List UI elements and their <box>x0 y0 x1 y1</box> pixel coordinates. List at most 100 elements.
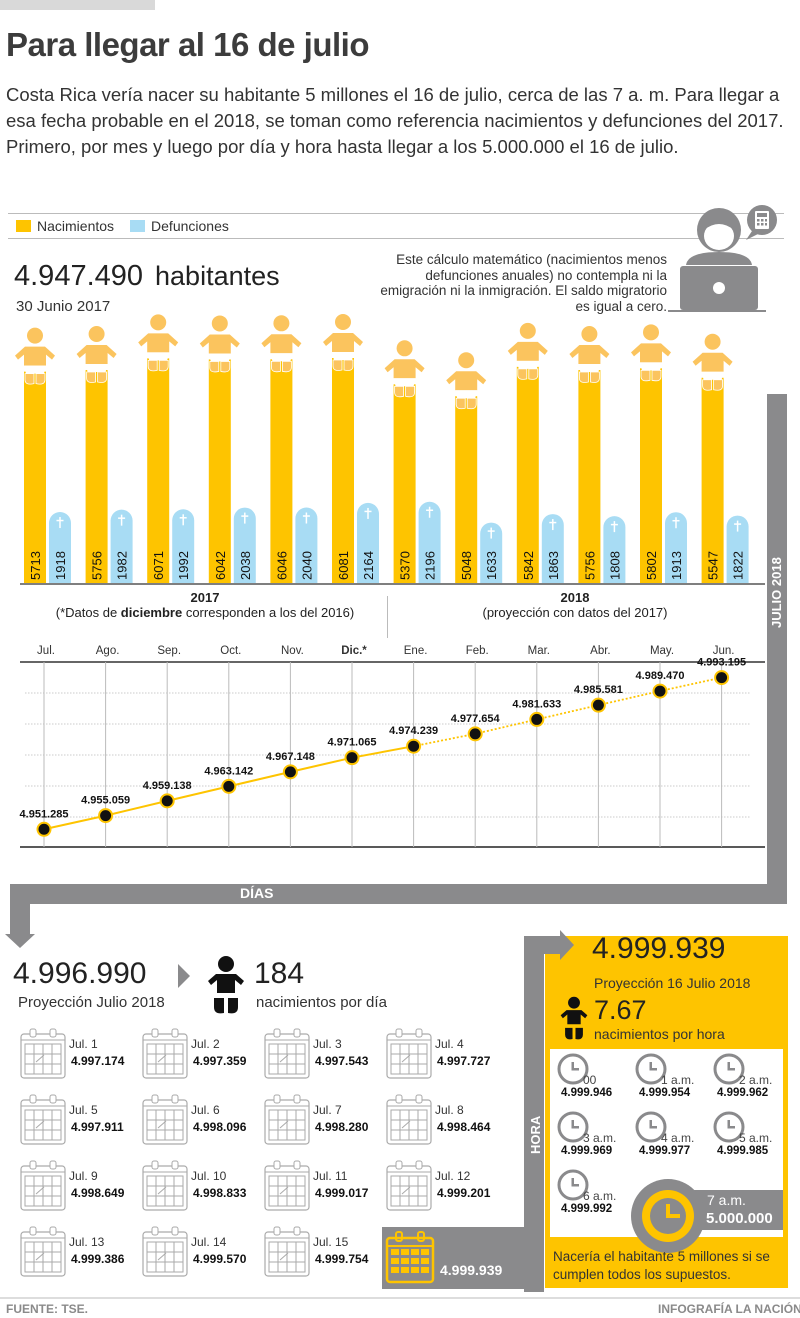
death-bar <box>172 509 195 583</box>
year-divider <box>387 596 388 638</box>
clock-icon <box>635 1111 667 1143</box>
month-tick-label: Feb. <box>466 645 489 657</box>
arrow-right-icon <box>178 964 190 988</box>
clock-icon <box>713 1053 745 1085</box>
day-item: Jul. 15 4.999.754 <box>260 1226 378 1282</box>
month-bar-group: 5713 1918 <box>15 327 71 583</box>
birth-bar <box>516 366 539 583</box>
big-clock-icon <box>631 1179 705 1253</box>
period-2017-note-post: corresponden a los del 2016) <box>182 605 355 620</box>
birth-value-label: 5756 <box>582 551 597 580</box>
month-tick-label: Oct. <box>220 645 241 657</box>
death-bar <box>357 502 379 583</box>
death-bar <box>110 509 133 583</box>
day-item: Jul. 10 4.998.833 <box>138 1160 256 1216</box>
baby-icon <box>569 326 610 383</box>
population-value: 4.947.490 <box>14 260 144 292</box>
birth-value-label: 5802 <box>644 551 659 580</box>
cross-icon <box>610 521 618 533</box>
day-label: Jul. 10 <box>191 1169 227 1183</box>
day-value: 4.999.570 <box>193 1252 247 1266</box>
line-point-label: 4.971.065 <box>328 737 377 749</box>
birth-bar <box>270 359 293 583</box>
baby-icon <box>323 314 363 371</box>
hour-label: 3 a.m. <box>583 1131 617 1145</box>
birth-bar <box>701 377 724 583</box>
clock-icon <box>635 1053 667 1085</box>
death-bar <box>295 507 318 583</box>
death-bar <box>665 512 687 583</box>
hour-value: 4.999.954 <box>639 1087 691 1099</box>
legend-divider-bottom <box>8 238 784 239</box>
death-value-label: 1992 <box>176 551 191 580</box>
hour-label: 2 a.m. <box>739 1073 773 1087</box>
month-tick-label: Sep. <box>157 645 181 657</box>
birth-bar <box>208 359 231 583</box>
day-label: Jul. 9 <box>69 1169 98 1183</box>
birth-bar <box>640 368 662 583</box>
day-item: Jul. 11 4.999.017 <box>260 1160 378 1216</box>
top-accent-bar <box>0 0 155 10</box>
calendar-icon <box>20 1160 66 1211</box>
baby-icon <box>560 996 588 1040</box>
day-item: Jul. 3 4.997.543 <box>260 1028 378 1084</box>
birth-value-label: 5756 <box>90 551 105 580</box>
birth-bar <box>393 384 416 583</box>
arrow-down-icon <box>5 934 35 948</box>
line-point-label: 4.955.059 <box>81 795 130 807</box>
month-bar-group: 5547 1822 <box>692 333 749 583</box>
day-label: Jul. 15 <box>313 1235 349 1249</box>
birth-bar <box>85 370 108 583</box>
line-point <box>221 778 237 794</box>
death-value-label: 1982 <box>115 551 130 580</box>
day-value: 4.998.833 <box>193 1186 247 1200</box>
svg-text:JULIO 2018: JULIO 2018 <box>769 557 784 628</box>
line-point-label: 4.951.285 <box>20 808 69 820</box>
line-segment <box>536 704 599 721</box>
birth-value-label: 6046 <box>274 551 289 580</box>
hour-label: 6 a.m. <box>583 1189 617 1203</box>
day-value: 4.998.649 <box>71 1186 125 1200</box>
month-bar-group: 5370 2196 <box>384 340 441 583</box>
baby-icon <box>208 956 244 1014</box>
day-value: 4.999.017 <box>315 1186 369 1200</box>
month-bar-group: 6046 2040 <box>261 315 318 583</box>
day-item: Jul. 5 4.997.911 <box>16 1094 134 1150</box>
line-segment <box>351 745 414 759</box>
day-value: 4.997.911 <box>71 1120 124 1134</box>
hourly-births-label: nacimientos por hora <box>594 1026 725 1042</box>
daily-projection-label: Proyección Julio 2018 <box>18 994 165 1011</box>
hour-label: 1 a.m. <box>661 1073 695 1087</box>
hour-item: 5 a.m. 4.999.985 <box>707 1111 781 1161</box>
calendar-icon <box>264 1094 310 1145</box>
line-segment <box>228 770 291 788</box>
calendar-icon <box>20 1226 66 1277</box>
death-value-label: 1633 <box>484 551 499 580</box>
legend-swatch-births <box>16 220 31 232</box>
legend-label-deaths: Defunciones <box>151 218 229 234</box>
population-headline: 4.947.490 habitantes <box>14 260 280 293</box>
death-bar <box>726 515 749 583</box>
period-2018-year: 2018 <box>560 590 590 605</box>
line-point <box>714 670 730 686</box>
hora-connector <box>524 936 544 1292</box>
baby-icon <box>507 322 548 380</box>
hourly-projection-value: 4.999.939 <box>592 932 726 965</box>
cross-icon <box>549 519 557 531</box>
hour-value: 4.999.946 <box>561 1087 613 1099</box>
footer-divider <box>0 1297 800 1299</box>
hour-label: 4 a.m. <box>661 1131 695 1145</box>
day-value: 4.997.727 <box>437 1054 491 1068</box>
line-segment <box>166 785 230 802</box>
month-bar-group: 6081 2164 <box>323 314 379 583</box>
line-segment <box>43 814 106 831</box>
month-bar-group: 5048 1633 <box>446 352 503 583</box>
line-point <box>652 683 668 699</box>
line-point-label: 4.967.148 <box>266 751 315 763</box>
hour-label: 00 <box>583 1073 597 1087</box>
chart-legend: Nacimientos Defunciones <box>16 218 229 234</box>
calendar-icon <box>386 1028 432 1079</box>
birth-value-label: 5713 <box>28 551 43 580</box>
cross-icon <box>487 527 495 539</box>
day-item: Jul. 6 4.998.096 <box>138 1094 256 1150</box>
